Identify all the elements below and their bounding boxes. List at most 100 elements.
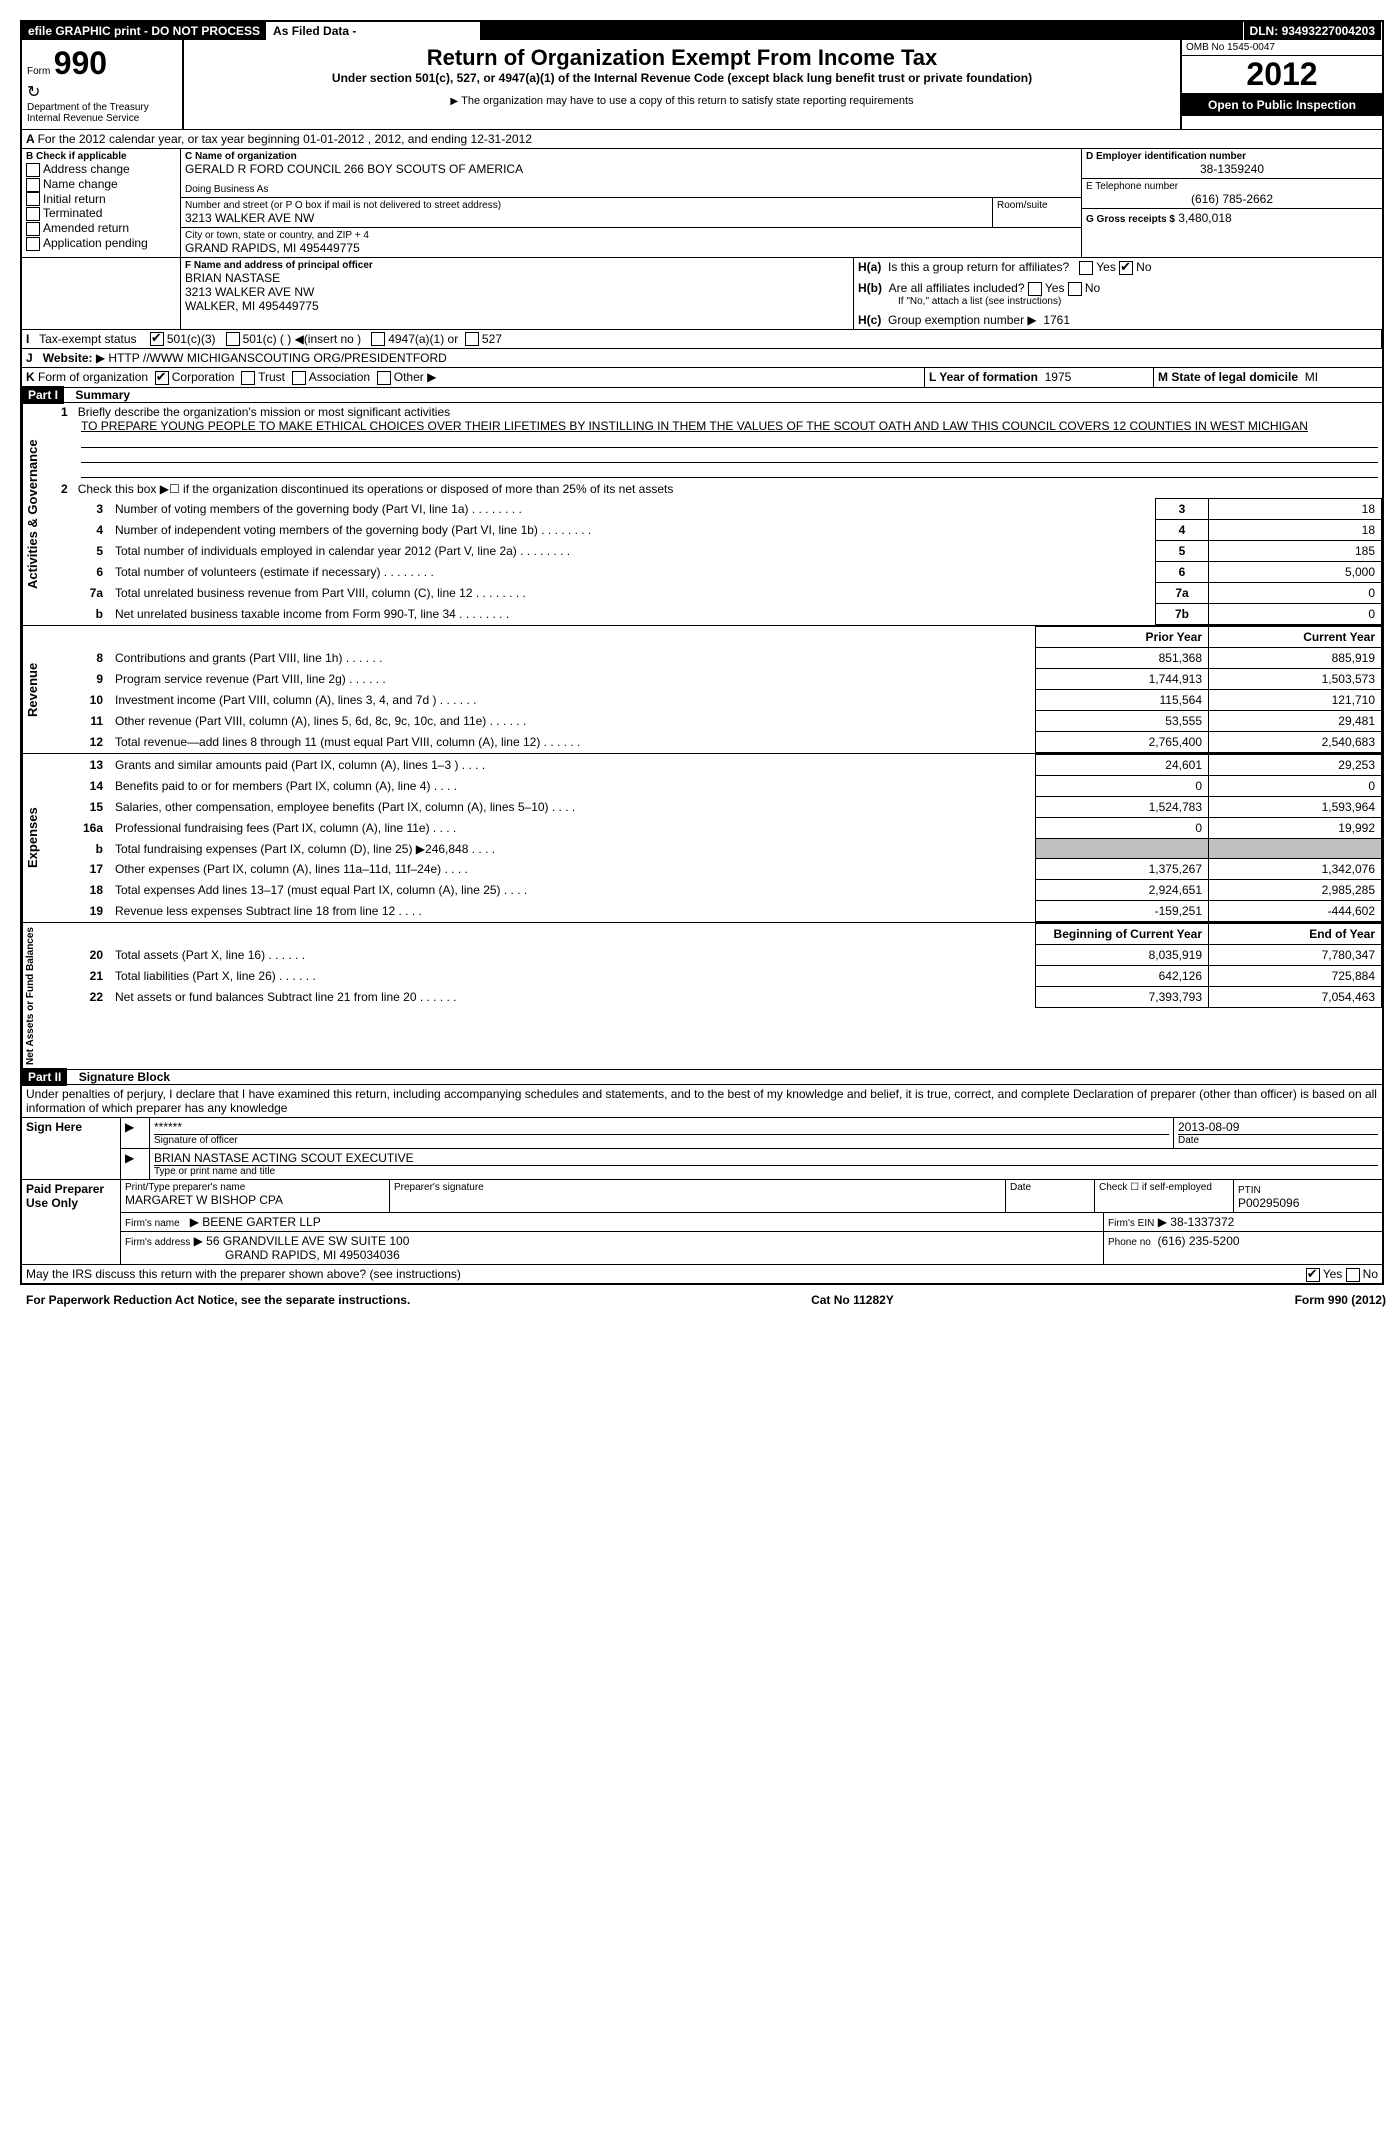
firm-name-value: BEENE GARTER LLP [202,1215,321,1229]
title-row: Form 990 ↻ Department of the Treasury In… [22,40,1382,130]
exp-vert-label: Expenses [22,754,57,922]
exp-content: 13 Grants and similar amounts paid (Part… [57,754,1382,922]
gov-vert-label: Activities & Governance [22,403,57,625]
firm-addr2: GRAND RAPIDS, MI 495034036 [225,1248,400,1262]
firm-ein-label: Firm's EIN [1108,1218,1154,1229]
officer-addr1: 3213 WALKER AVE NW [185,285,849,299]
rev-content: Prior YearCurrent Year8 Contributions an… [57,626,1382,753]
sig-officer: ****** Signature of officer [150,1118,1174,1148]
e-label: E Telephone number [1086,181,1378,192]
paid-fields: Print/Type preparer's name MARGARET W BI… [121,1180,1382,1264]
gov-section: Activities & Governance 1 Briefly descri… [22,403,1382,626]
part2-header: Part II Signature Block [22,1070,1382,1085]
firm-ein-value: 38-1337372 [1170,1215,1234,1229]
firm-addr-label: Firm's address [125,1237,190,1248]
section-a-line: A For the 2012 calendar year, or tax yea… [22,130,1382,149]
c-label: C Name of organization [185,151,1077,162]
arrow-icon-2: ▶ [121,1149,150,1179]
street-row: Number and street (or P O box if mail is… [181,198,1081,228]
firm-name: Firm's name ▶ BEENE GARTER LLP [121,1213,1104,1231]
sig-name: BRIAN NASTASE ACTING SCOUT EXECUTIVE Typ… [150,1149,1382,1179]
prep-row1: Print/Type preparer's name MARGARET W BI… [121,1180,1382,1213]
omb-label: OMB No [1186,42,1224,53]
phone-value: (616) 785-2662 [1086,192,1378,206]
check-self: Check ☐ if self-employed [1095,1180,1234,1212]
exp-table: 13 Grants and similar amounts paid (Part… [57,754,1382,922]
spacer [480,22,1244,40]
firm-ein: Firm's EIN ▶ 38-1337372 [1104,1213,1382,1231]
website-value: HTTP //WWW MICHIGANSCOUTING ORG/PRESIDEN… [108,351,446,365]
rev-table: Prior YearCurrent Year8 Contributions an… [57,626,1382,753]
page-footer: For Paperwork Reduction Act Notice, see … [20,1289,1392,1311]
irs-label: Internal Revenue Service [27,113,177,124]
room-label: Room/suite [993,198,1081,227]
check-name: Name change [26,177,176,192]
firm-addr1: 56 GRANDVILLE AVE SW SUITE 100 [206,1234,409,1248]
i-block: I Tax-exempt status 501(c)(3) 501(c) ( )… [22,330,1382,349]
ha-label: H(a) [858,260,881,274]
check-initial: Initial return [26,192,176,207]
col-b: B Check if applicable Address change Nam… [22,149,181,257]
org-name: GERALD R FORD COUNCIL 266 BOY SCOUTS OF … [185,162,1077,176]
ptin-value: P00295096 [1238,1196,1299,1210]
city-value: GRAND RAPIDS, MI 495449775 [185,241,1077,255]
form-number: 990 [54,45,107,81]
part2-title: Signature Block [71,1070,170,1084]
dln-label: DLN: [1250,24,1279,38]
net-section: Net Assets or Fund Balances Beginning of… [22,923,1382,1070]
phone-block: E Telephone number (616) 785-2662 [1082,179,1382,209]
sig-name-value: BRIAN NASTASE ACTING SCOUT EXECUTIVE [154,1151,1378,1165]
form-ref: Form 990 (2012) [1295,1293,1386,1307]
asfiled-label: As Filed Data - [267,22,480,40]
prep-sig-label: Preparer's signature [390,1180,1006,1212]
tax-year: 2012 [1182,56,1382,94]
rev-vert-label: Revenue [22,626,57,753]
j-block: J Website: ▶ HTTP //WWW MICHIGANSCOUTING… [22,349,1382,367]
l-value: 1975 [1045,370,1072,384]
prep-name: Print/Type preparer's name MARGARET W BI… [121,1180,390,1212]
hc-label: H(c) [858,313,881,327]
form-title: Return of Organization Exempt From Incom… [189,45,1175,71]
exp-section: Expenses 13 Grants and similar amounts p… [22,754,1382,923]
k-label: Form of organization [38,370,148,384]
org-name-block: C Name of organization GERALD R FORD COU… [181,149,1081,198]
ha-row: H(a) Is this a group return for affiliat… [858,260,1378,275]
blank-line-2 [81,448,1378,463]
ein-value: 38-1359240 [1086,162,1378,176]
prep-date-label: Date [1006,1180,1095,1212]
city-block: City or town, state or country, and ZIP … [181,228,1081,257]
net-table: Beginning of Current YearEnd of Year20 T… [57,923,1382,1008]
city-label: City or town, state or country, and ZIP … [185,230,1077,241]
ij-row: I Tax-exempt status 501(c)(3) 501(c) ( )… [22,330,1382,350]
sig-date-label: Date [1178,1134,1378,1146]
col-deg: D Employer identification number 38-1359… [1082,149,1382,257]
d-label: D Employer identification number [1086,151,1378,162]
sig-name-label: Type or print name and title [154,1165,1378,1177]
street-label: Number and street (or P O box if mail is… [185,200,988,211]
m-block: M State of legal domicile MI [1154,368,1382,387]
sign-here-block: Sign Here ▶ ****** Signature of officer … [22,1118,1382,1180]
h-block: H(a) Is this a group return for affiliat… [854,258,1382,329]
prep-name-value: MARGARET W BISHOP CPA [125,1193,385,1207]
paid-prep-block: Paid Preparer Use Only Print/Type prepar… [22,1180,1382,1265]
prep-row2: Firm's name ▶ BEENE GARTER LLP Firm's EI… [121,1213,1382,1232]
officer-addr2: WALKER, MI 495449775 [185,299,849,313]
paid-label: Paid Preparer Use Only [22,1180,121,1264]
blank-line-1 [81,433,1378,448]
i-label: Tax-exempt status [39,332,136,346]
efile-label: efile GRAPHIC print - DO NOT PROCESS [22,22,267,40]
j-row: J Website: ▶ HTTP //WWW MICHIGANSCOUTING… [22,349,1382,368]
check-pending: Application pending [26,236,176,251]
ha-text: Is this a group return for affiliates? [888,260,1069,274]
gov-content: 1 Briefly describe the organization's mi… [57,403,1382,625]
title-block: Return of Organization Exempt From Incom… [184,40,1182,129]
hc-text: Group exemption number [888,313,1024,327]
open-public: Open to Public Inspection [1182,94,1382,116]
tax-year-line: For the 2012 calendar year, or tax year … [38,132,532,146]
prep-row3: Firm's address ▶ 56 GRANDVILLE AVE SW SU… [121,1232,1382,1264]
form-note: The organization may have to use a copy … [189,95,1175,107]
perjury-text: Under penalties of perjury, I declare th… [22,1085,1382,1118]
form-subtitle: Under section 501(c), 527, or 4947(a)(1)… [189,71,1175,85]
hb-label: H(b) [858,281,882,295]
sig-row1: ▶ ****** Signature of officer 2013-08-09… [121,1118,1382,1149]
